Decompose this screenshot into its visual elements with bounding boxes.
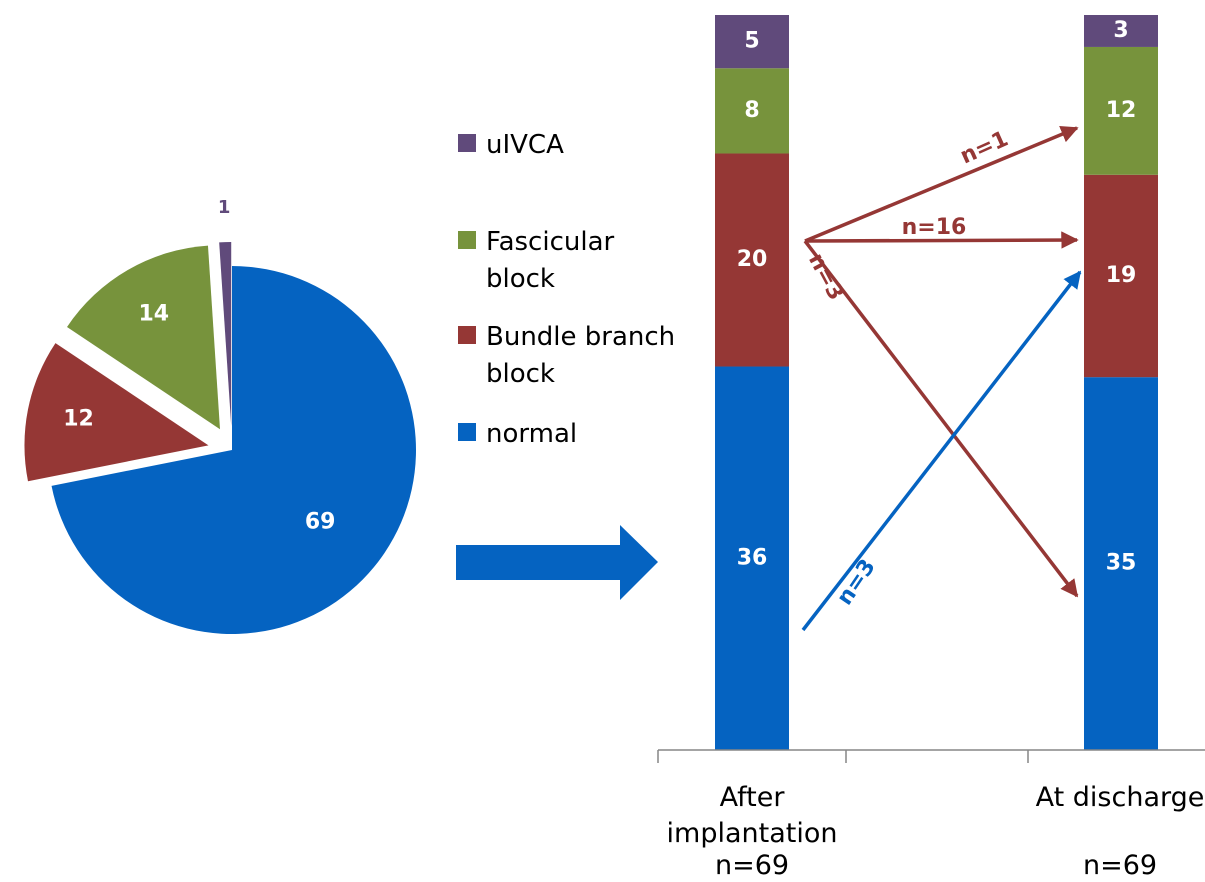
legend-swatch-fascicular-block <box>458 231 476 249</box>
x-tick-label: At discharge <box>1036 782 1205 813</box>
bar-segment-bundle-branch-block <box>715 153 789 367</box>
bar-segment-normal <box>1084 377 1158 750</box>
bar-label-uivca: 5 <box>744 29 759 54</box>
transition-arrow-bundle-branch-block-to-normal <box>803 239 1079 598</box>
pie-chart: 69 12 14 1 <box>24 197 416 634</box>
bar-segment-fascicular-block <box>715 68 789 154</box>
x-tick-label: implantation <box>667 818 838 849</box>
bar-segment-bundle-branch-block <box>1084 174 1158 378</box>
bar-segment-uivca <box>1084 15 1158 47</box>
pie-label-uivca: 1 <box>218 197 231 218</box>
bar-label-fascicular-block: 8 <box>744 98 759 123</box>
legend-label-bundle-branch-block: block <box>486 359 555 389</box>
bar-segment-uivca <box>715 15 789 69</box>
pie-label-fascicular-block: 14 <box>138 301 169 326</box>
x-tick-n-label: n=69 <box>1083 850 1157 881</box>
pie-label-normal: 69 <box>305 509 336 534</box>
bar-label-normal: 36 <box>737 545 768 570</box>
transition-arrows: n=1n=16n=3n=3 <box>801 125 1082 632</box>
legend: uIVCA Fascicular block Bundle branch block no… <box>458 130 675 449</box>
pie-slice-fascicular-block <box>67 245 221 430</box>
transition-arrow-icon <box>456 525 658 600</box>
transition-label: n=16 <box>902 215 967 240</box>
legend-swatch-bundle-branch-block <box>458 326 476 344</box>
legend-label-fascicular-block: Fascicular <box>486 227 614 257</box>
legend-label-bundle-branch-block: Bundle branch <box>486 322 675 352</box>
transition-label: n=1 <box>957 127 1012 170</box>
pie-label-bundle-branch-block: 12 <box>63 406 94 431</box>
bar-label-bundle-branch-block: 20 <box>737 247 768 272</box>
bar-label-bundle-branch-block: 19 <box>1106 263 1137 288</box>
pie-slice-normal <box>51 266 416 634</box>
pie-slice-bundle-branch-block <box>24 343 209 482</box>
bar-segment-normal <box>715 366 789 750</box>
transition-arrow-normal-to-bundle-branch-block <box>801 270 1082 632</box>
stacked-bar-chart: 36 20 8 5 35 19 12 3 <box>715 15 1158 750</box>
x-tick-label: After <box>720 782 786 813</box>
transition-label: n=3 <box>803 249 848 304</box>
bar-label-normal: 35 <box>1106 551 1137 576</box>
transition-arrow-bundle-branch-block-to-fascicular-block <box>804 125 1079 243</box>
pie-slice-uivca <box>219 242 232 427</box>
x-tick-n-label: n=69 <box>715 850 789 881</box>
bar-label-fascicular-block: 12 <box>1106 98 1137 123</box>
legend-label-uivca: uIVCA <box>486 130 564 160</box>
legend-swatch-uivca <box>458 134 476 152</box>
bar-label-uivca: 3 <box>1113 18 1128 43</box>
transition-arrow-bundle-branch-block-to-bundle-branch-block <box>804 231 1079 249</box>
legend-label-normal: normal <box>486 419 577 449</box>
legend-swatch-normal <box>458 423 476 441</box>
bar-segment-fascicular-block <box>1084 46 1158 175</box>
legend-label-fascicular-block: block <box>486 264 555 294</box>
